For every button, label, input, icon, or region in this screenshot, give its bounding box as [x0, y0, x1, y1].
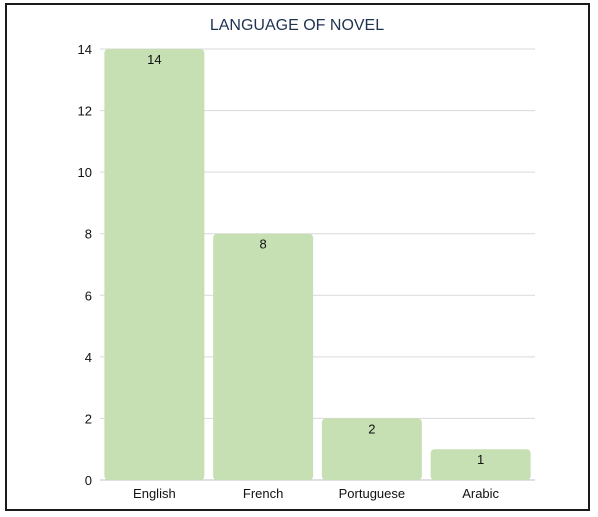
x-tick-label: Arabic: [462, 486, 499, 501]
bar-arabic: [430, 449, 531, 480]
x-tick-label: Portuguese: [339, 486, 406, 501]
data-label: 1: [477, 452, 484, 467]
y-tick-label: 2: [85, 411, 92, 426]
y-tick-label: 10: [78, 165, 92, 180]
data-label: 8: [260, 237, 267, 252]
data-label: 14: [147, 52, 161, 67]
y-axis-ticks: 0 2 4 6 8 10 12 14: [78, 42, 92, 488]
y-tick-label: 14: [78, 42, 92, 57]
bars: [104, 49, 531, 480]
y-tick-label: 12: [78, 104, 92, 119]
data-label: 2: [368, 421, 375, 436]
x-tick-label: French: [243, 486, 283, 501]
x-tick-label: English: [133, 486, 176, 501]
chart-title: LANGUAGE OF NOVEL: [210, 17, 384, 34]
x-axis-labels: English French Portuguese Arabic: [133, 486, 499, 501]
y-tick-label: 6: [85, 288, 92, 303]
y-tick-label: 0: [85, 473, 92, 488]
bar-english: [104, 49, 205, 480]
bar-portuguese: [321, 418, 422, 480]
data-labels: 14 8 2 1: [147, 52, 484, 467]
y-tick-label: 4: [85, 350, 92, 365]
y-tick-label: 8: [85, 227, 92, 242]
bar-french: [213, 233, 314, 480]
